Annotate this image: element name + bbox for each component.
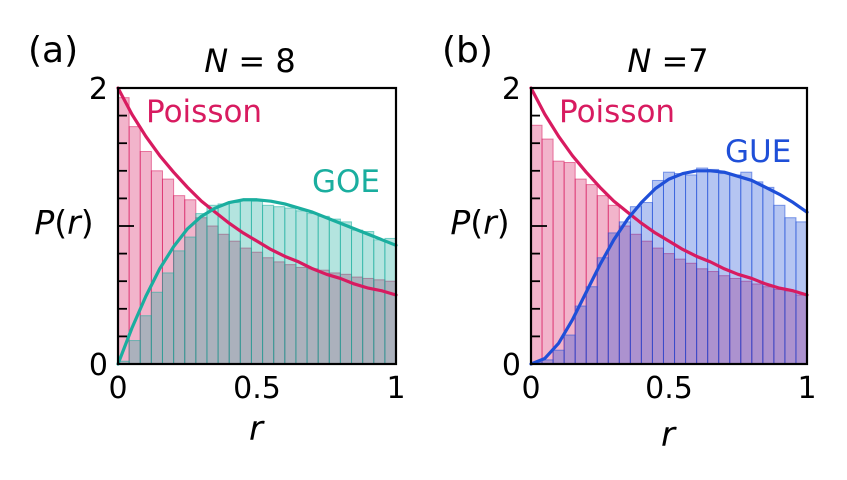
poisson-histogram-bar: [117, 97, 130, 365]
goe-histogram-bar: [273, 206, 286, 365]
x-axis-label: r: [661, 415, 677, 455]
y-label-variable: P: [450, 203, 470, 242]
title-relation: =7: [651, 42, 708, 80]
goe-series-label: GOE: [312, 164, 380, 200]
goe-histogram-bar: [306, 213, 319, 365]
goe-histogram-bar: [217, 203, 230, 365]
gue-histogram-bar: [629, 206, 642, 365]
goe-histogram-bar: [184, 236, 197, 365]
poisson-series-label: Poisson: [559, 94, 675, 130]
x-tick-label: 1: [386, 371, 405, 406]
y-axis-label: P(r): [450, 203, 509, 242]
gue-histogram-bar: [729, 174, 742, 365]
gue-histogram-bar: [662, 171, 676, 365]
y-label-variable: P: [34, 203, 54, 242]
title-variable: N: [627, 42, 651, 80]
y-tick-label: 2: [502, 72, 521, 107]
gue-histogram-bar: [552, 349, 565, 365]
goe-histogram-bar: [295, 210, 308, 365]
gue-histogram-bar: [585, 286, 598, 365]
goe-histogram-bar: [362, 231, 375, 365]
goe-histogram-bar: [139, 315, 152, 365]
gue-curve: [529, 169, 809, 366]
gue-histogram-bar: [563, 334, 576, 365]
goe-histogram-bar: [239, 199, 252, 365]
y-label-arg: r: [67, 203, 83, 242]
goe-histogram-bar: [150, 291, 163, 365]
gue-histogram-bar: [596, 257, 609, 365]
gue-histogram-bar: [762, 186, 775, 365]
goe-histogram-bar: [351, 229, 364, 365]
title-variable: N: [204, 42, 228, 80]
y-label-close: ): [497, 203, 510, 242]
poisson-curve: [529, 86, 809, 297]
gue-histogram-bar: [696, 167, 709, 365]
y-tick-label: 0: [502, 348, 521, 383]
goe-histogram-bar: [373, 239, 386, 365]
poisson-histogram-bar: [552, 160, 565, 365]
poisson-series-label: Poisson: [146, 94, 262, 130]
gue-histogram-bar: [607, 232, 620, 365]
gue-histogram-bar: [674, 173, 687, 365]
y-tick-label: 2: [89, 72, 108, 107]
goe-histogram-bar: [173, 250, 186, 365]
x-axis-label: r: [249, 409, 265, 449]
goe-histogram-bar: [161, 272, 175, 365]
panel-label: (b): [442, 30, 493, 71]
y-label-arg: r: [483, 203, 499, 242]
poisson-histogram-bar: [541, 138, 554, 365]
gue-histogram-bar: [651, 179, 664, 365]
goe-histogram-bar: [250, 200, 264, 365]
panel-label: (a): [28, 30, 78, 71]
goe-histogram-bar: [384, 237, 397, 365]
poisson-histogram-bar: [530, 124, 543, 365]
plot-area: Poisson GUE 0 2 0 0.5 1: [502, 72, 817, 406]
x-tick-label: 0.5: [645, 371, 693, 406]
goe-histogram-bar: [128, 340, 141, 365]
y-tick-label: 0: [89, 348, 108, 383]
x-tick-label: 0: [521, 371, 540, 406]
x-tick-label: 0.5: [233, 371, 281, 406]
y-label-open: (: [470, 203, 483, 242]
plot-area: Poisson GOE 0 2 0 0.5 1: [89, 72, 406, 406]
gue-histogram-bar: [773, 204, 786, 365]
x-tick-label: 0: [108, 371, 127, 406]
goe-histogram-bar: [284, 207, 297, 365]
x-tick-label: 1: [797, 371, 816, 406]
gue-histogram-bar: [618, 221, 631, 365]
gue-series-label: GUE: [725, 134, 791, 170]
goe-histogram-bar: [206, 204, 219, 365]
title-relation: = 8: [228, 42, 296, 80]
poisson-curve: [116, 86, 398, 297]
goe-curve: [116, 198, 398, 366]
y-label-open: (: [54, 203, 67, 242]
gue-histogram-bar: [685, 174, 698, 365]
gue-histogram-bar: [740, 171, 753, 365]
goe-histogram-bar: [317, 215, 330, 365]
y-axis-label: P(r): [34, 203, 93, 242]
gue-histogram-bar: [574, 305, 587, 365]
goe-histogram-bar: [262, 204, 275, 365]
gue-histogram-bar: [751, 181, 764, 365]
panel-title: N =7: [627, 42, 708, 80]
panel-title: N = 8: [204, 42, 295, 80]
goe-histogram-bar: [328, 218, 341, 365]
goe-histogram-bar: [339, 221, 353, 365]
goe-histogram-bar: [195, 213, 208, 365]
y-label-close: ): [81, 203, 94, 242]
